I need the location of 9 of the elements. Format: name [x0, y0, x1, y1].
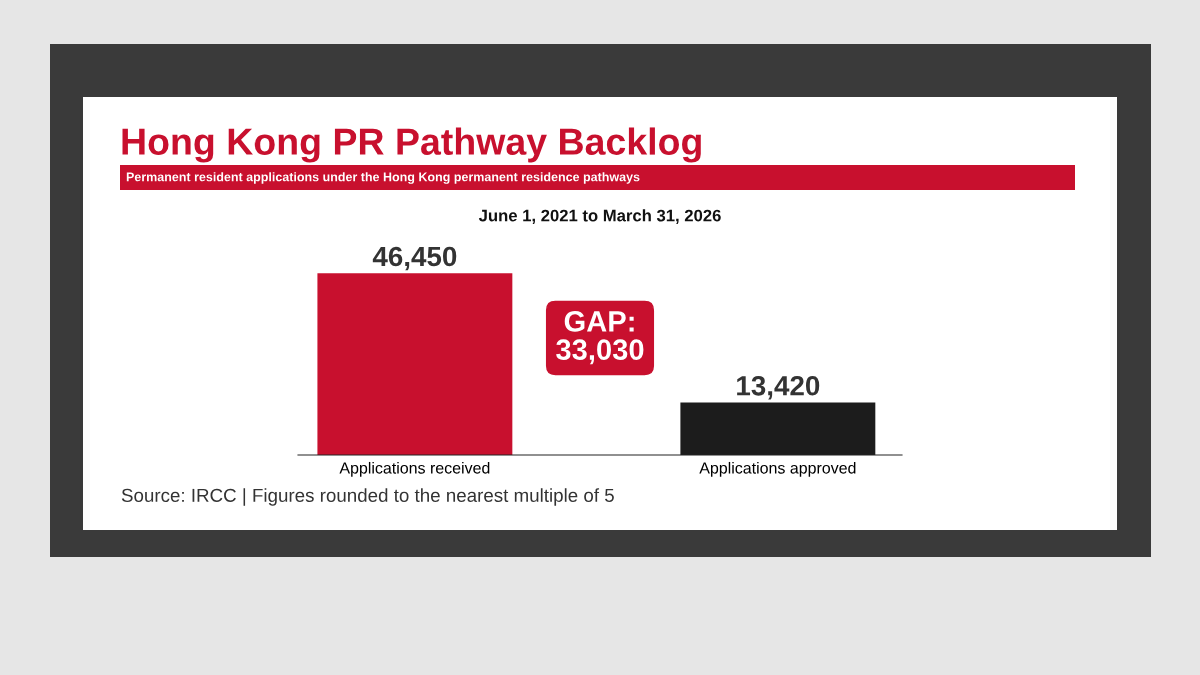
- data-label: 13,420: [737, 375, 820, 400]
- data-label: 46,450: [372, 246, 457, 271]
- chart-title: Hong Kong PR Pathway Backlog: [122, 127, 701, 163]
- annotation: GAP: 33,030: [556, 311, 644, 365]
- text: June 1, 2021 to March 31, 2026: [478, 209, 721, 224]
- source-note: Source: IRCC | Figures rounded to the nearest multiple of 5: [121, 488, 614, 506]
- chart-subtitle: Permanent resident applications under the Hong Kong permanent residence pathways: [126, 172, 640, 184]
- x-tick-label: Applications approved: [699, 461, 856, 477]
- x-tick-label: Applications received: [339, 461, 490, 477]
